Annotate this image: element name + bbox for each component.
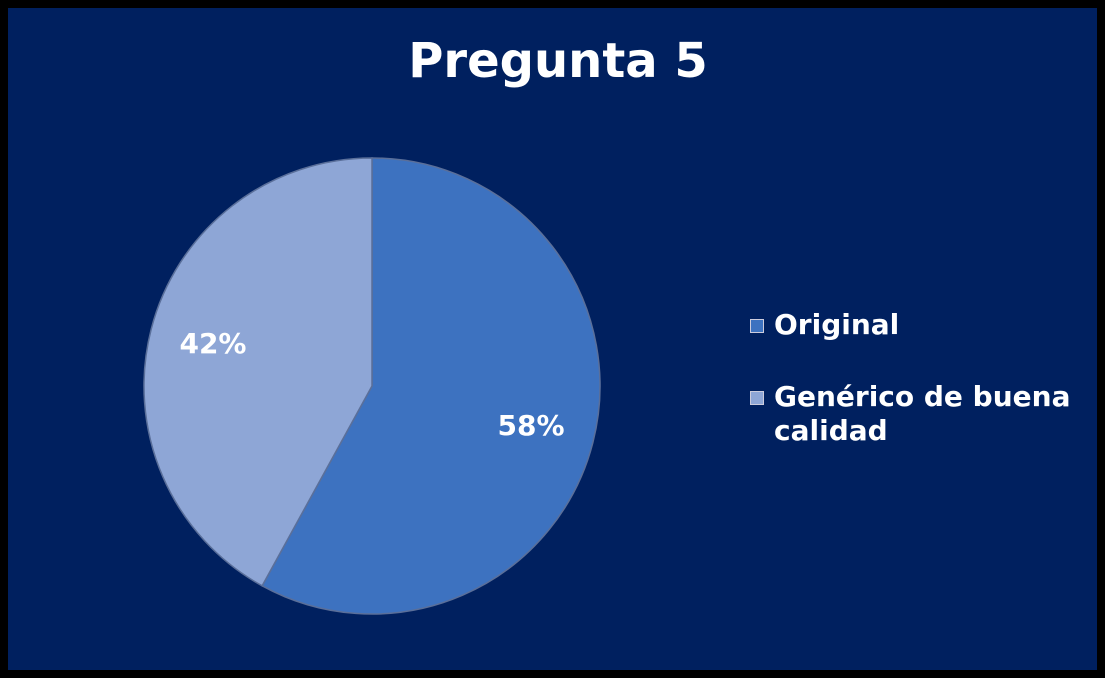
chart-title: Pregunta 5 [408, 33, 708, 89]
legend-entry: Genérico de buena calidad [748, 380, 1088, 448]
data-label: 42% [179, 327, 246, 360]
legend-swatch [750, 319, 764, 333]
data-label: 58% [497, 409, 564, 442]
chart: Pregunta 5 58% 42% [143, 33, 708, 615]
pie-slice [143, 157, 373, 587]
legend-swatch [750, 391, 764, 405]
legend: Original Genérico de buena calidad [748, 308, 1088, 486]
legend-label: Genérico de buena calidad [774, 380, 1071, 447]
legend-entry: Original [748, 308, 1088, 342]
legend-label: Original [774, 308, 900, 341]
pie-slice [261, 157, 601, 615]
